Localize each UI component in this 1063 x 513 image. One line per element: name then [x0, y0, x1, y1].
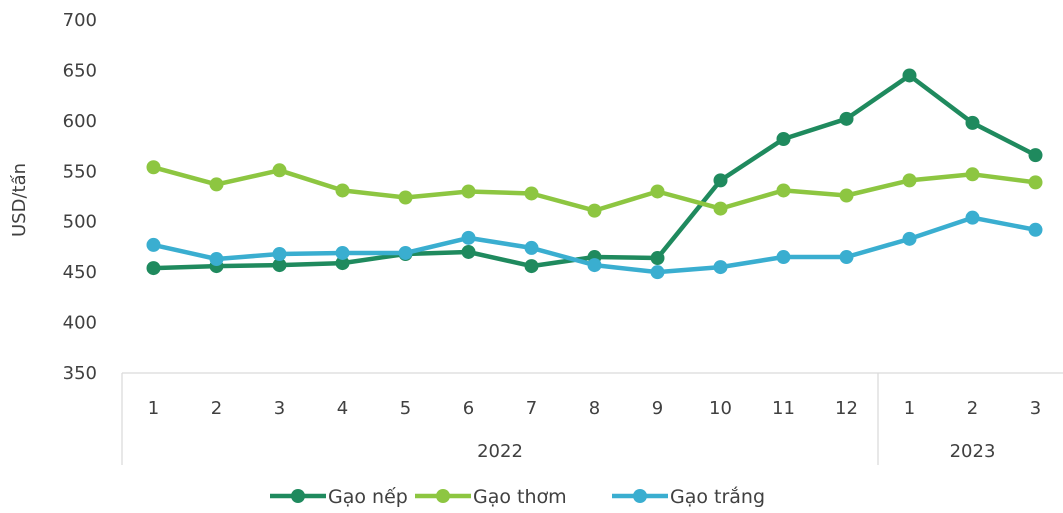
data-point — [398, 245, 413, 260]
y-axis: 350 400 450 500 550 600 650 700 — [63, 10, 97, 384]
data-point — [398, 190, 413, 205]
data-point — [776, 183, 791, 198]
data-point — [776, 132, 791, 147]
x-tick-label: 8 — [589, 398, 600, 419]
data-point — [650, 265, 665, 280]
data-point — [335, 245, 350, 260]
data-point — [839, 250, 854, 265]
data-point — [965, 115, 980, 130]
data-point — [713, 260, 728, 275]
series-layer — [146, 68, 1043, 280]
x-group-label: 2023 — [950, 441, 996, 462]
x-tick-label: 4 — [337, 398, 348, 419]
data-point — [587, 203, 602, 218]
data-point — [461, 230, 476, 245]
legend-item: Gạo thơm — [415, 486, 567, 508]
y-axis-label: USD/tấn — [9, 163, 30, 237]
data-point — [209, 252, 224, 267]
y-tick-label: 350 — [63, 363, 97, 384]
data-point — [587, 258, 602, 273]
y-tick-label: 700 — [63, 10, 97, 31]
data-point — [335, 256, 350, 271]
data-point — [524, 259, 539, 274]
x-tick-label: 2 — [211, 398, 222, 419]
x-tick-label: 6 — [463, 398, 474, 419]
y-tick-label: 600 — [63, 111, 97, 132]
data-point — [965, 167, 980, 182]
data-point — [902, 68, 917, 83]
series-2 — [146, 160, 1043, 218]
x-tick-label: 7 — [526, 398, 537, 419]
data-point — [524, 186, 539, 201]
x-tick-label: 3 — [274, 398, 285, 419]
data-point — [965, 210, 980, 225]
data-point — [272, 163, 287, 178]
data-point — [1028, 148, 1043, 163]
x-tick-label: 2 — [967, 398, 978, 419]
x-tick-label: 1 — [148, 398, 159, 419]
x-tick-label: 12 — [835, 398, 858, 419]
data-point — [272, 246, 287, 261]
data-point — [335, 183, 350, 198]
data-point — [146, 160, 161, 175]
data-point — [1028, 175, 1043, 190]
data-point — [1028, 222, 1043, 237]
data-point — [209, 177, 224, 192]
data-point — [146, 237, 161, 252]
data-point — [776, 250, 791, 265]
legend-swatch-marker — [291, 489, 305, 503]
legend: Gạo nếp Gạo thơm Gạo trắng — [270, 485, 765, 508]
legend-label: Gạo trắng — [670, 485, 765, 508]
legend-label: Gạo nếp — [328, 486, 408, 508]
data-point — [461, 184, 476, 199]
data-point — [839, 188, 854, 203]
y-tick-label: 650 — [63, 60, 97, 81]
series-3 — [146, 210, 1043, 280]
data-point — [461, 244, 476, 259]
x-tick-label: 10 — [709, 398, 732, 419]
legend-swatch-marker — [436, 489, 450, 503]
x-tick-label: 5 — [400, 398, 411, 419]
y-tick-label: 450 — [63, 262, 97, 283]
legend-label: Gạo thơm — [473, 486, 567, 508]
data-point — [713, 173, 728, 188]
x-tick-label: 11 — [772, 398, 795, 419]
data-point — [524, 240, 539, 255]
x-tick-label: 1 — [904, 398, 915, 419]
y-tick-label: 400 — [63, 313, 97, 334]
data-point — [902, 231, 917, 246]
data-point — [839, 111, 854, 126]
y-tick-label: 550 — [63, 161, 97, 182]
x-group-label: 2022 — [477, 441, 523, 462]
legend-item: Gạo nếp — [270, 486, 408, 508]
data-point — [650, 251, 665, 266]
legend-swatch-marker — [633, 489, 647, 503]
data-point — [902, 173, 917, 188]
y-tick-label: 500 — [63, 212, 97, 233]
data-point — [650, 184, 665, 199]
legend-item: Gạo trắng — [612, 485, 765, 508]
x-tick-label: 3 — [1030, 398, 1041, 419]
x-tick-label: 9 — [652, 398, 663, 419]
data-point — [272, 258, 287, 273]
data-point — [713, 201, 728, 216]
data-point — [146, 261, 161, 276]
